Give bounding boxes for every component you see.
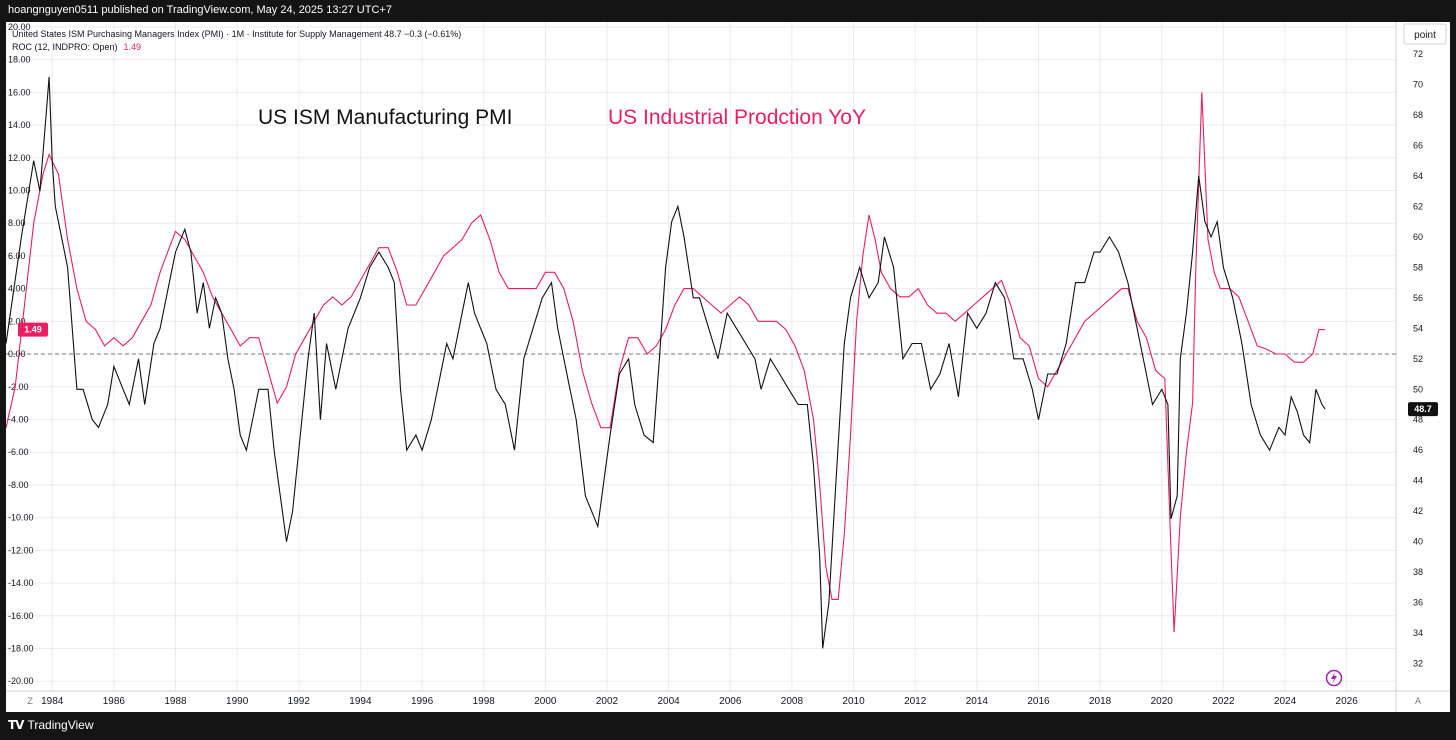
legend-indpro: ROC (12, INDPRO: Open) 1.49: [12, 42, 141, 52]
right-tick-label: 42: [1413, 506, 1423, 516]
chart-frame: 20.00 18.00 16.00 14.00 12.00 10.00 8.00 6.00 4.…: [5, 22, 1450, 712]
x-tick-label: 1992: [288, 696, 311, 707]
left-axis: 20.00 18.00 16.00 14.00 12.00 10.00 8.00 6.00 4.…: [8, 22, 34, 686]
footer-bar: 𝗧𝗩 TradingView: [0, 712, 1456, 740]
x-tick-label: 1998: [473, 696, 496, 707]
publish-info-bar: hoangnguyen0511 published on TradingView…: [0, 0, 1456, 22]
annotation-pmi-title: US ISM Manufacturing PMI: [258, 106, 512, 129]
left-tick-label: 0.00: [8, 349, 26, 359]
right-tick-label: 54: [1413, 323, 1423, 333]
right-tick-label: 50: [1413, 384, 1423, 394]
grid-layer: [6, 22, 1396, 691]
left-tick-label: 16.00: [8, 87, 31, 97]
z-scale-button[interactable]: Z: [27, 696, 33, 706]
x-tick-label: 2014: [966, 696, 989, 707]
annotation-indpro-title: US Industrial Prodction YoY: [608, 106, 866, 129]
left-tick-label: -6.00: [8, 447, 29, 457]
left-tick-label: -14.00: [8, 578, 34, 588]
right-current-value-badge: 48.7: [1408, 402, 1438, 417]
right-axis[interactable]: 72 70 68 66 64 62 60 58 56 54 52 50 48 46 44 42 40 38 36 34…: [1413, 49, 1423, 669]
right-tick-label: 70: [1413, 79, 1423, 89]
x-tick-label: 2012: [904, 696, 927, 707]
left-tick-label: 8.00: [8, 218, 26, 228]
x-tick-label: 2018: [1089, 696, 1112, 707]
x-tick-label: 1996: [411, 696, 434, 707]
tradingview-logo-icon: 𝗧𝗩: [8, 718, 25, 732]
x-tick-label: 2016: [1027, 696, 1050, 707]
right-tick-label: 62: [1413, 201, 1423, 211]
left-tick-label: -16.00: [8, 611, 34, 621]
x-tick-label: 1984: [41, 696, 64, 707]
x-tick-label: 2024: [1274, 696, 1297, 707]
left-tick-label: -8.00: [8, 480, 29, 490]
time-axis[interactable]: 1984 1986 1988 1990 1992 1994 1996 1998 2000 2002…: [41, 696, 1358, 707]
left-tick-label: 14.00: [8, 120, 31, 130]
x-tick-label: 2020: [1151, 696, 1174, 707]
right-tick-label: 46: [1413, 445, 1423, 455]
x-tick-label: 2022: [1212, 696, 1235, 707]
left-tick-label: 12.00: [8, 153, 31, 163]
svg-text:1.49: 1.49: [24, 325, 42, 335]
right-tick-label: 66: [1413, 140, 1423, 150]
left-tick-label: 6.00: [8, 251, 26, 261]
lightning-icon[interactable]: [1325, 669, 1343, 687]
right-tick-label: 56: [1413, 293, 1423, 303]
left-tick-label: -12.00: [8, 545, 34, 555]
x-tick-label: 1990: [226, 696, 249, 707]
x-tick-label: 2000: [534, 696, 557, 707]
price-scale-mode-label: point: [1414, 30, 1436, 41]
x-tick-label: 2026: [1336, 696, 1359, 707]
x-tick-label: 2004: [658, 696, 681, 707]
right-tick-label: 72: [1413, 49, 1423, 59]
legend-pmi: United States ISM Purchasing Managers In…: [12, 29, 461, 39]
price-scale-mode-button[interactable]: [1403, 23, 1447, 45]
left-tick-label: -2.00: [8, 382, 29, 392]
left-tick-label: 2.00: [8, 316, 26, 326]
right-tick-label: 60: [1413, 232, 1423, 242]
right-tick-label: 64: [1413, 171, 1423, 181]
left-tick-label: -4.00: [8, 414, 29, 424]
right-tick-label: 58: [1413, 262, 1423, 272]
chart-canvas[interactable]: 20.00 18.00 16.00 14.00 12.00 10.00 8.00 6.00 4.…: [5, 22, 1450, 712]
right-tick-label: 48: [1413, 415, 1423, 425]
right-tick-label: 40: [1413, 537, 1423, 547]
right-tick-label: 44: [1413, 476, 1423, 486]
svg-text:48.7: 48.7: [1414, 404, 1432, 414]
publish-info-text: hoangnguyen0511 published on TradingView…: [8, 4, 392, 16]
tradingview-brand-text: TradingView: [27, 718, 94, 732]
left-tick-label: 10.00: [8, 185, 31, 195]
right-tick-label: 38: [1413, 567, 1423, 577]
x-tick-label: 2010: [842, 696, 865, 707]
x-tick-label: 2008: [781, 696, 804, 707]
right-tick-label: 52: [1413, 354, 1423, 364]
left-tick-label: 18.00: [8, 55, 31, 65]
x-tick-label: 1986: [103, 696, 126, 707]
x-tick-label: 2002: [596, 696, 619, 707]
right-tick-label: 68: [1413, 110, 1423, 120]
x-tick-label: 1988: [164, 696, 187, 707]
right-tick-label: 32: [1413, 659, 1423, 669]
series-line-ism-pmi: [5, 76, 1326, 649]
series-line-indpro-roc: [5, 92, 1326, 633]
x-tick-label: 2006: [719, 696, 742, 707]
tradingview-brand[interactable]: 𝗧𝗩 TradingView: [8, 718, 94, 732]
right-tick-label: 36: [1413, 598, 1423, 608]
left-tick-label: 20.00: [8, 22, 31, 32]
x-tick-label: 1994: [349, 696, 372, 707]
auto-scale-button[interactable]: A: [1415, 696, 1421, 706]
left-current-value-badge: 1.49: [18, 322, 48, 337]
left-tick-label: -10.00: [8, 513, 34, 523]
left-tick-label: 4.00: [8, 284, 26, 294]
left-tick-label: -18.00: [8, 643, 34, 653]
right-tick-label: 34: [1413, 628, 1423, 638]
left-tick-label: -20.00: [8, 676, 34, 686]
